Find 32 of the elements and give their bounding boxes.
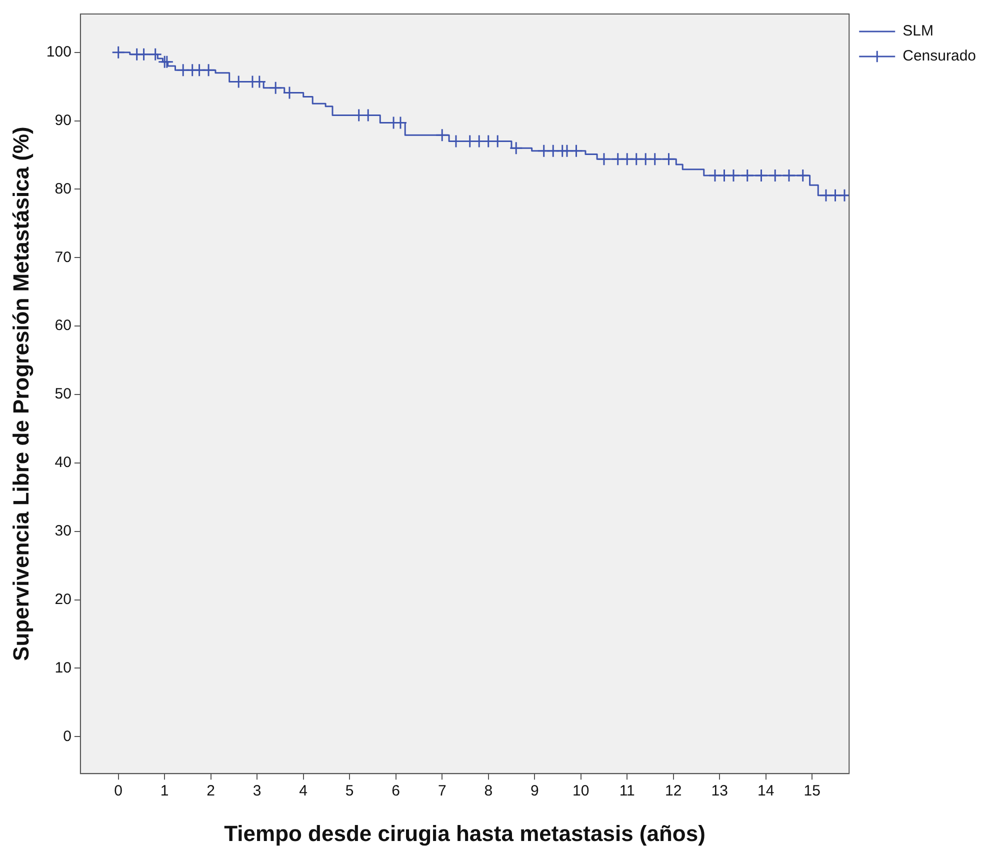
y-tick-label: 50 — [54, 386, 72, 403]
x-tick-label: 9 — [530, 782, 539, 800]
x-tick-label: 4 — [299, 782, 308, 800]
x-tick-label: 0 — [114, 782, 123, 800]
x-tick-label: 15 — [804, 782, 820, 800]
legend-label: SLM — [902, 22, 934, 40]
y-tick-label: 10 — [54, 659, 72, 676]
y-tick-label: 70 — [54, 248, 72, 266]
x-axis-title: Tiempo desde cirugia hasta metastasis (años) — [224, 820, 706, 846]
x-tick-label: 2 — [206, 782, 216, 800]
point — [160, 55, 174, 69]
x-tick-label: 10 — [572, 782, 590, 800]
x-tick-label: 12 — [665, 782, 682, 800]
x-tick-label: 5 — [345, 782, 354, 800]
x-tick-label: 11 — [619, 782, 635, 800]
x-tick-label: 6 — [392, 782, 400, 800]
y-tick-label: 40 — [54, 454, 72, 472]
x-tick-label: 1 — [160, 782, 169, 800]
y-tick-label: 100 — [46, 43, 72, 60]
x-tick-label: 14 — [758, 782, 774, 800]
x-tick-label: 13 — [711, 782, 728, 800]
y-tick-label: 20 — [54, 590, 72, 608]
x-tick-label: 8 — [484, 782, 493, 800]
y-tick-label: 0 — [63, 728, 72, 745]
y-tick-label: 30 — [54, 522, 72, 540]
y-tick-label: 90 — [54, 112, 72, 129]
x-tick-label: 3 — [252, 782, 262, 800]
y-tick-label: 60 — [54, 317, 72, 334]
legend-label: Censurado — [902, 48, 976, 65]
x-tick-label: 7 — [438, 782, 446, 800]
y-axis-title: Supervivencia Libre de Progresión Metastásica (%) — [8, 126, 34, 661]
y-tick-label: 80 — [54, 180, 72, 198]
